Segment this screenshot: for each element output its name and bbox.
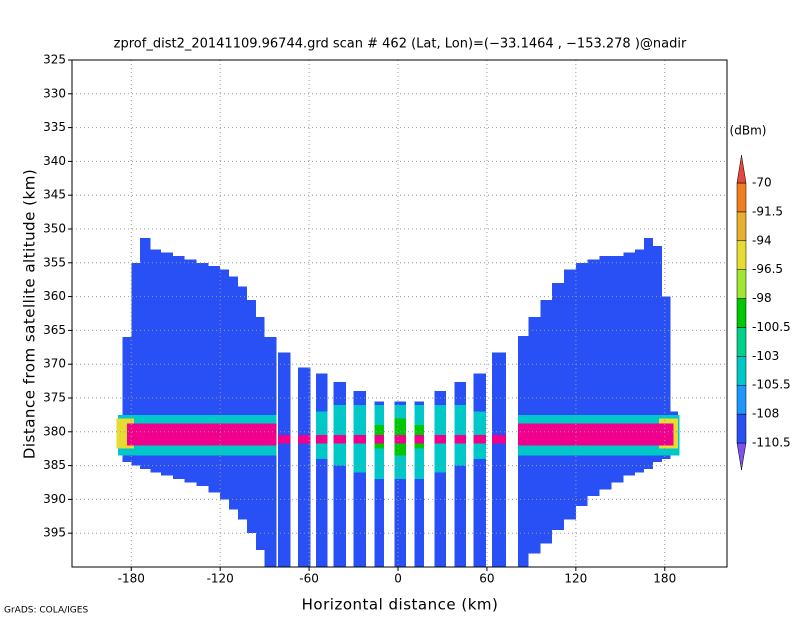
y-tick-label: 375	[43, 391, 66, 405]
colorbar-arrow	[736, 442, 747, 471]
swath-cell	[220, 269, 230, 500]
swath-cell	[644, 237, 653, 469]
swath-cell	[473, 373, 487, 567]
y-tick-label: 345	[43, 188, 66, 202]
colorbar-label: -91.5	[752, 204, 783, 218]
swath-cell	[552, 283, 564, 530]
swath-cell	[623, 252, 636, 476]
swath-cell	[237, 286, 247, 520]
y-tick-label: 360	[43, 289, 66, 303]
swath-cell	[652, 245, 662, 463]
colorbar-arrow	[736, 154, 747, 184]
colorbar-label: -105.5	[752, 378, 791, 392]
x-tick-label: 60	[479, 572, 494, 586]
y-tick-label: 385	[43, 458, 66, 472]
plot-frame	[71, 59, 728, 568]
swath-cell	[131, 262, 141, 466]
swath-cell	[434, 391, 447, 567]
y-axis-title: Distance from satellite altitude (km)	[21, 169, 39, 459]
y-tick-label: 350	[43, 222, 66, 236]
swath-cell	[184, 259, 197, 483]
colorbar-segment	[736, 298, 747, 328]
swath-cell	[414, 435, 424, 444]
colorbar-segment	[736, 182, 747, 213]
y-tick-label: 370	[43, 357, 66, 371]
colorbar-segment	[736, 240, 747, 270]
swath-cell	[599, 256, 612, 490]
swath-cell	[492, 435, 507, 444]
swath-cell	[297, 435, 311, 444]
swath-cell	[454, 435, 467, 444]
swath-cell	[277, 435, 291, 444]
axes: 325 330 335 340 345 350 355 360 365 370 375 380 385 3…	[43, 53, 791, 586]
swath-cell	[635, 249, 645, 473]
swath-cell	[374, 401, 384, 567]
y-tick-label: 395	[43, 526, 66, 540]
colorbar-label: -96.5	[752, 262, 783, 276]
colorbar-segment	[736, 211, 747, 242]
colorbar-segment	[736, 413, 747, 444]
swath-cell	[315, 373, 328, 567]
swath-cell	[122, 337, 132, 463]
footer: GrADS: COLA/IGES	[4, 606, 88, 616]
x-tick-label: 120	[564, 572, 587, 586]
colorbar-segment	[736, 384, 747, 415]
swath-cell	[414, 401, 424, 567]
swath-cell	[208, 266, 221, 493]
swath-cell	[160, 252, 173, 476]
x-tick-label: 180	[653, 572, 676, 586]
colorbar-segment	[736, 327, 747, 357]
colorbar-unit: (dBm)	[730, 124, 767, 138]
colorbar-segment	[736, 356, 747, 386]
swath-cell	[394, 401, 407, 567]
x-tick-label: -60	[299, 572, 319, 586]
colorbar-label: -98	[752, 291, 772, 305]
x-tick-label: 0	[394, 572, 402, 586]
plot-area	[116, 237, 680, 567]
colorbar-label: -70	[752, 176, 772, 190]
swath-cell	[518, 423, 674, 446]
swath-cell	[473, 435, 487, 444]
swath-cell	[172, 256, 185, 480]
y-tick-label: 355	[43, 255, 66, 269]
x-tick-label: -180	[118, 572, 145, 586]
swath-cell	[587, 259, 600, 497]
x-axis-title: Horizontal distance (km)	[302, 596, 499, 614]
swath-cell	[333, 435, 347, 444]
swath-cell	[229, 276, 238, 510]
chart-title: zprof_dist2_20141109.96744.grd scan # 46…	[114, 37, 687, 52]
swath-cell	[394, 435, 407, 444]
swath-cell	[196, 262, 209, 486]
y-tick-label: 390	[43, 492, 66, 506]
swath-cell	[297, 367, 311, 567]
swath-cell	[492, 352, 507, 567]
colorbar-segment	[736, 269, 747, 299]
swath-cell	[575, 262, 588, 507]
swath-cell	[434, 435, 447, 444]
swath-cell	[277, 352, 291, 567]
swath-cell	[353, 435, 367, 444]
y-tick-label: 330	[43, 86, 66, 100]
swath-cell	[150, 249, 161, 473]
swath-cell	[611, 256, 624, 483]
colorbar-label: -108	[752, 407, 779, 421]
x-tick-label: -120	[207, 572, 234, 586]
swath-cell	[126, 423, 277, 446]
y-tick-label: 365	[43, 323, 66, 337]
y-tick-label: 340	[43, 154, 66, 168]
colorbar-label: -100.5	[752, 320, 791, 334]
colorbar-label: -110.5	[752, 436, 791, 450]
swath-cell	[374, 435, 384, 444]
swath-cell	[140, 237, 151, 469]
y-tick-label: 335	[43, 120, 66, 134]
colorbar-label: -103	[752, 349, 779, 363]
y-tick-label: 325	[43, 53, 66, 67]
swath-cell	[563, 269, 576, 520]
y-tick-label: 380	[43, 424, 66, 438]
colorbar-label: -94	[752, 233, 772, 247]
swath-cell	[454, 381, 467, 567]
swath-cell	[315, 435, 328, 444]
swath-cell	[661, 296, 671, 459]
